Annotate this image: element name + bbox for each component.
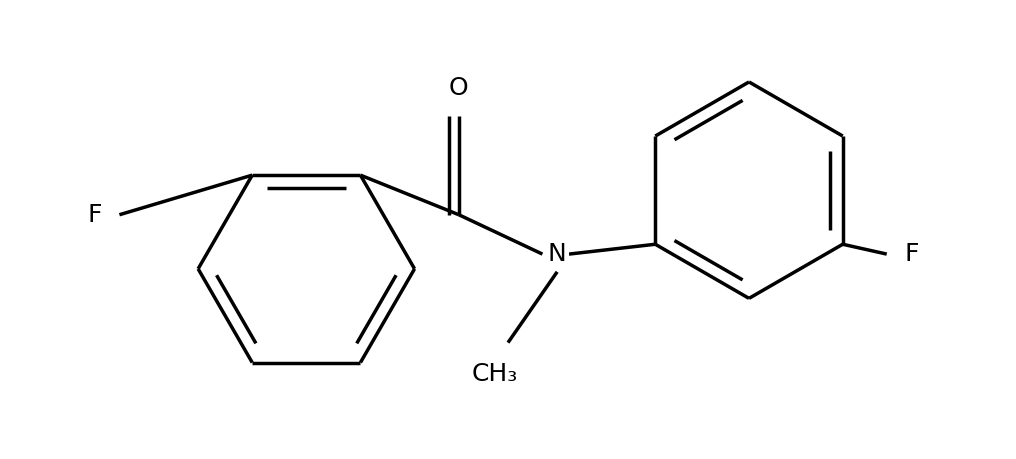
- Text: N: N: [548, 242, 567, 266]
- Text: O: O: [449, 76, 468, 100]
- Text: F: F: [87, 203, 102, 227]
- Text: CH₃: CH₃: [472, 362, 518, 386]
- Text: F: F: [904, 242, 918, 266]
